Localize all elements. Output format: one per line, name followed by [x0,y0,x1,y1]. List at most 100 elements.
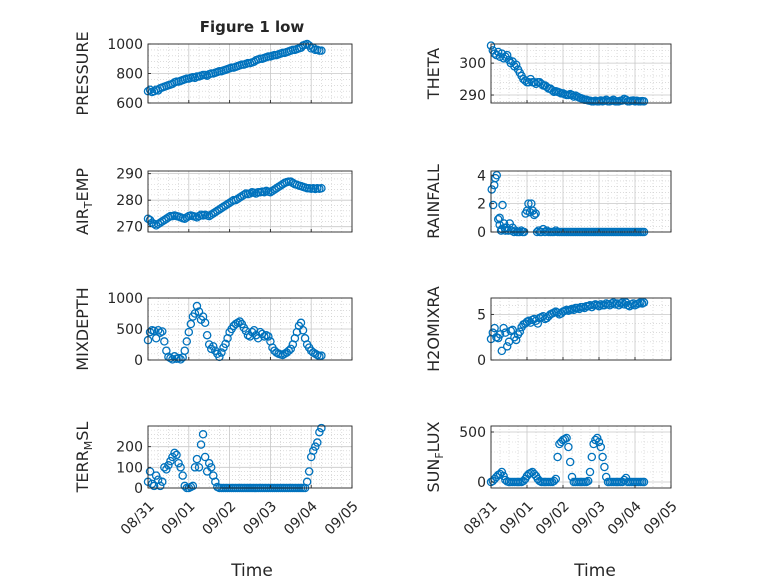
data-point [180,346,189,355]
y-axis-label: RAINFALL [424,164,443,239]
y-axis-label-main: TERR [73,450,92,493]
data-point [549,476,559,486]
data-point [245,332,255,341]
y-tick-label: 800 [116,67,143,83]
data-point [298,325,308,335]
figure-title: Figure 1 low [200,18,305,36]
data-point [217,348,226,357]
y-axis-label-main: AIR [73,208,92,235]
data-point [515,327,525,336]
y-axis-label: SUNFLUX [424,421,446,492]
y-tick-label: 500 [459,425,486,441]
data-point [204,340,214,349]
data-point [182,337,192,346]
data-point [151,471,161,480]
data-point [313,350,322,360]
y-tick-label: 0 [134,353,143,369]
data-point [317,183,326,193]
data-point [264,332,273,341]
data-point [585,467,595,477]
axes-frame [147,425,353,489]
data-point [196,440,206,449]
data-point [166,456,175,466]
y-axis-label-rest: EMP [73,168,92,202]
data-point [186,319,196,329]
data-point [308,446,318,456]
data-point [502,342,512,351]
data-point [501,328,510,337]
data-point [215,352,224,362]
data-point [260,332,269,341]
data-point [499,323,508,333]
data-point [596,442,606,452]
data-point [178,471,187,480]
data-point [184,327,194,337]
data-point [153,325,163,335]
data-point [639,97,649,106]
data-point [198,430,208,439]
y-tick-label: 100 [116,460,143,476]
data-point [488,200,498,210]
y-axis-label-main: THETA [424,48,443,100]
data-point [221,339,230,349]
data-point [209,342,218,351]
data-point [262,330,271,340]
y-tick-label: 500 [116,322,143,338]
data-point [168,452,177,462]
y-tick-label: 290 [459,88,486,104]
data-point [206,344,216,354]
data-point [192,454,202,464]
data-point [639,477,649,487]
y-axis-label: AIRTEMP [73,168,95,235]
data-point [182,213,192,222]
data-point [583,476,593,486]
data-point [600,462,609,472]
data-point [493,214,503,224]
y-axis-label: PRESSURE [73,31,92,115]
data-point [145,327,155,337]
y-tick-label: 1000 [107,291,143,307]
y-tick-label: 0 [134,481,143,497]
data-point [589,439,598,449]
subplot-air_temp: 270 280 290 AIRTEMP [73,167,353,236]
subplot-theta: 290 300 THETA [424,41,672,106]
subplot-pressure: 600 800 1000 PRESSURE [73,31,353,116]
data-point [315,427,324,437]
data-point [155,481,165,491]
data-point [495,330,505,339]
y-tick-label: 280 [116,193,143,209]
y-axis-label-subscript: F [433,452,446,458]
data-point [562,433,571,443]
data-point [565,457,575,467]
data-point [639,298,649,307]
data-point [239,190,249,200]
x-axis-label-right: Time [573,561,616,581]
data-point [286,344,296,354]
data-point [260,187,269,197]
y-tick-label: 0 [477,353,486,369]
y-axis-label: THETA [424,48,443,100]
data-point [497,346,507,356]
data-point [528,206,538,215]
y-axis-label-rest: LUX [424,421,443,452]
y-axis-label: H2OMIXRA [424,286,443,372]
data-point [188,481,198,491]
data-point [194,307,204,316]
data-point [487,185,496,194]
data-point [592,433,602,443]
data-point [162,465,171,474]
data-point [533,319,543,328]
data-point [151,334,161,343]
data-point [192,301,202,311]
data-point [245,189,255,198]
data-point [311,442,320,451]
data-point [200,452,210,462]
x-axis-label-left: Time [230,561,273,581]
y-axis-label: TERRMSL [73,422,95,494]
data-point [176,355,185,364]
y-tick-label: 0 [477,225,486,241]
data-point [498,200,507,210]
data-point [511,60,521,69]
data-point [172,450,181,460]
